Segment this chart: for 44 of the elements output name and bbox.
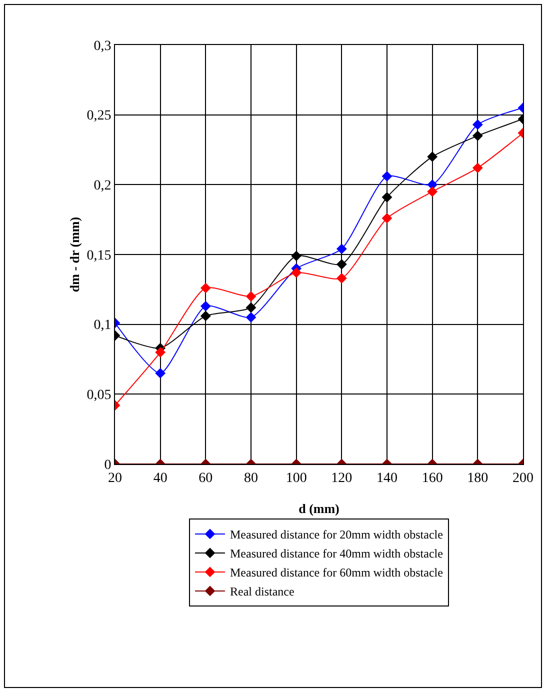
point xyxy=(246,312,256,323)
legend-label: Measured distance for 20mm width obstacle xyxy=(230,528,443,542)
x-axis-title: d (mm) xyxy=(298,501,340,516)
y-tick-label: 0,1 xyxy=(94,318,112,334)
point xyxy=(472,119,483,130)
point xyxy=(382,192,392,202)
x-tick-label: 120 xyxy=(331,470,352,486)
point xyxy=(200,282,211,294)
x-tick-label: 180 xyxy=(467,470,488,486)
x-tick-label: 20 xyxy=(108,470,122,486)
x-tick-label: 40 xyxy=(153,470,168,486)
x-tick-label: 80 xyxy=(244,470,258,486)
point xyxy=(291,250,302,262)
x-tick-label: 60 xyxy=(198,470,213,486)
y-tick-label: 0,15 xyxy=(86,248,112,264)
point xyxy=(336,259,347,270)
point xyxy=(291,267,302,278)
y-tick-label: 0,2 xyxy=(94,178,112,194)
y-tick-label: 0,05 xyxy=(86,388,112,404)
legend-label: Real distance xyxy=(230,584,294,599)
point xyxy=(155,347,166,358)
point xyxy=(246,291,256,302)
point xyxy=(155,368,166,378)
point xyxy=(246,302,256,313)
point xyxy=(472,162,483,174)
legend-label: Measured distance for 40mm width obstacle xyxy=(230,546,443,561)
point xyxy=(472,130,483,141)
point xyxy=(200,310,211,322)
point xyxy=(427,152,438,162)
point xyxy=(382,171,392,182)
y-tick-label: 0,25 xyxy=(86,108,112,124)
x-tick-label: 140 xyxy=(376,470,398,486)
point xyxy=(336,273,347,284)
y-tick-label: 0,3 xyxy=(94,38,112,54)
point xyxy=(200,300,211,312)
y-axis-title: dm - dr (mm) xyxy=(67,216,82,292)
point xyxy=(336,244,347,254)
point xyxy=(382,212,392,224)
y-tick-label: 0 xyxy=(104,458,112,473)
x-tick-label: 160 xyxy=(422,470,443,486)
x-tick-label: 100 xyxy=(286,470,307,486)
x-tick-label: 200 xyxy=(512,470,534,486)
point xyxy=(427,186,438,197)
legend-label: Measured distance for 60mm width obstacle xyxy=(230,566,443,580)
